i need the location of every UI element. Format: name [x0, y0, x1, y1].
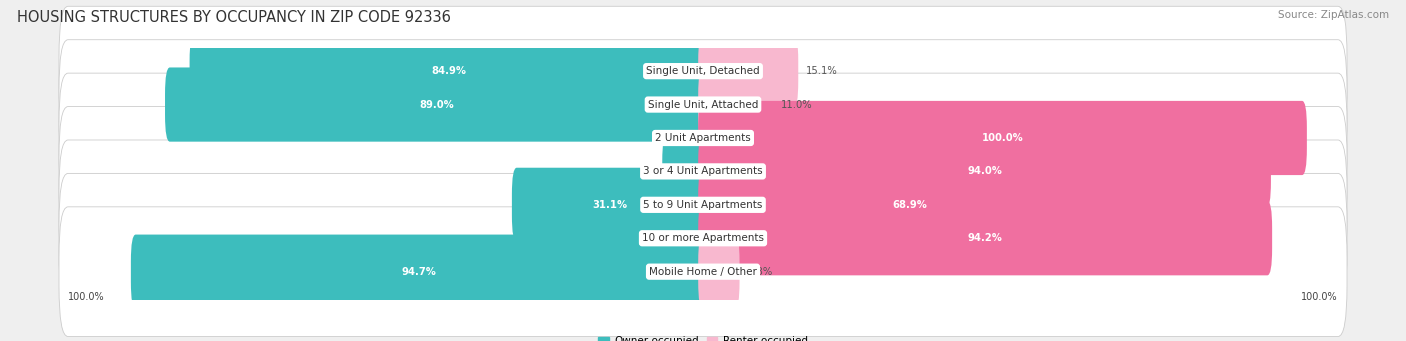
FancyBboxPatch shape — [699, 68, 773, 142]
FancyBboxPatch shape — [664, 201, 707, 275]
Text: Source: ZipAtlas.com: Source: ZipAtlas.com — [1278, 10, 1389, 20]
Text: 100.0%: 100.0% — [67, 292, 104, 302]
FancyBboxPatch shape — [59, 40, 1347, 169]
Text: 100.0%: 100.0% — [1302, 292, 1339, 302]
Text: 0.0%: 0.0% — [659, 133, 685, 143]
Text: 84.9%: 84.9% — [432, 66, 467, 76]
Text: 2 Unit Apartments: 2 Unit Apartments — [655, 133, 751, 143]
FancyBboxPatch shape — [59, 140, 1347, 270]
FancyBboxPatch shape — [699, 235, 740, 309]
FancyBboxPatch shape — [699, 34, 799, 108]
Text: HOUSING STRUCTURES BY OCCUPANCY IN ZIP CODE 92336: HOUSING STRUCTURES BY OCCUPANCY IN ZIP C… — [17, 10, 451, 25]
Text: Single Unit, Attached: Single Unit, Attached — [648, 100, 758, 109]
Text: 68.9%: 68.9% — [891, 200, 927, 210]
Text: 89.0%: 89.0% — [419, 100, 454, 109]
Text: 11.0%: 11.0% — [780, 100, 813, 109]
Text: 5.3%: 5.3% — [747, 267, 772, 277]
Text: 94.0%: 94.0% — [967, 166, 1002, 176]
FancyBboxPatch shape — [190, 34, 707, 108]
Text: 5 to 9 Unit Apartments: 5 to 9 Unit Apartments — [644, 200, 762, 210]
FancyBboxPatch shape — [59, 174, 1347, 303]
FancyBboxPatch shape — [699, 101, 1306, 175]
Text: 94.2%: 94.2% — [967, 233, 1002, 243]
FancyBboxPatch shape — [165, 68, 707, 142]
Legend: Owner-occupied, Renter-occupied: Owner-occupied, Renter-occupied — [595, 332, 811, 341]
Text: Single Unit, Detached: Single Unit, Detached — [647, 66, 759, 76]
FancyBboxPatch shape — [59, 207, 1347, 337]
Text: 100.0%: 100.0% — [981, 133, 1024, 143]
FancyBboxPatch shape — [59, 107, 1347, 236]
FancyBboxPatch shape — [131, 235, 707, 309]
FancyBboxPatch shape — [699, 201, 1272, 275]
FancyBboxPatch shape — [662, 134, 707, 208]
Text: 6.0%: 6.0% — [671, 166, 699, 176]
Text: 3 or 4 Unit Apartments: 3 or 4 Unit Apartments — [643, 166, 763, 176]
Text: 10 or more Apartments: 10 or more Apartments — [643, 233, 763, 243]
Text: 5.8%: 5.8% — [672, 233, 700, 243]
FancyBboxPatch shape — [59, 6, 1347, 136]
FancyBboxPatch shape — [699, 168, 1121, 242]
FancyBboxPatch shape — [512, 168, 707, 242]
Text: 31.1%: 31.1% — [592, 200, 627, 210]
FancyBboxPatch shape — [699, 134, 1271, 208]
Text: 94.7%: 94.7% — [402, 267, 437, 277]
Text: 15.1%: 15.1% — [806, 66, 837, 76]
Text: Mobile Home / Other: Mobile Home / Other — [650, 267, 756, 277]
FancyBboxPatch shape — [59, 73, 1347, 203]
